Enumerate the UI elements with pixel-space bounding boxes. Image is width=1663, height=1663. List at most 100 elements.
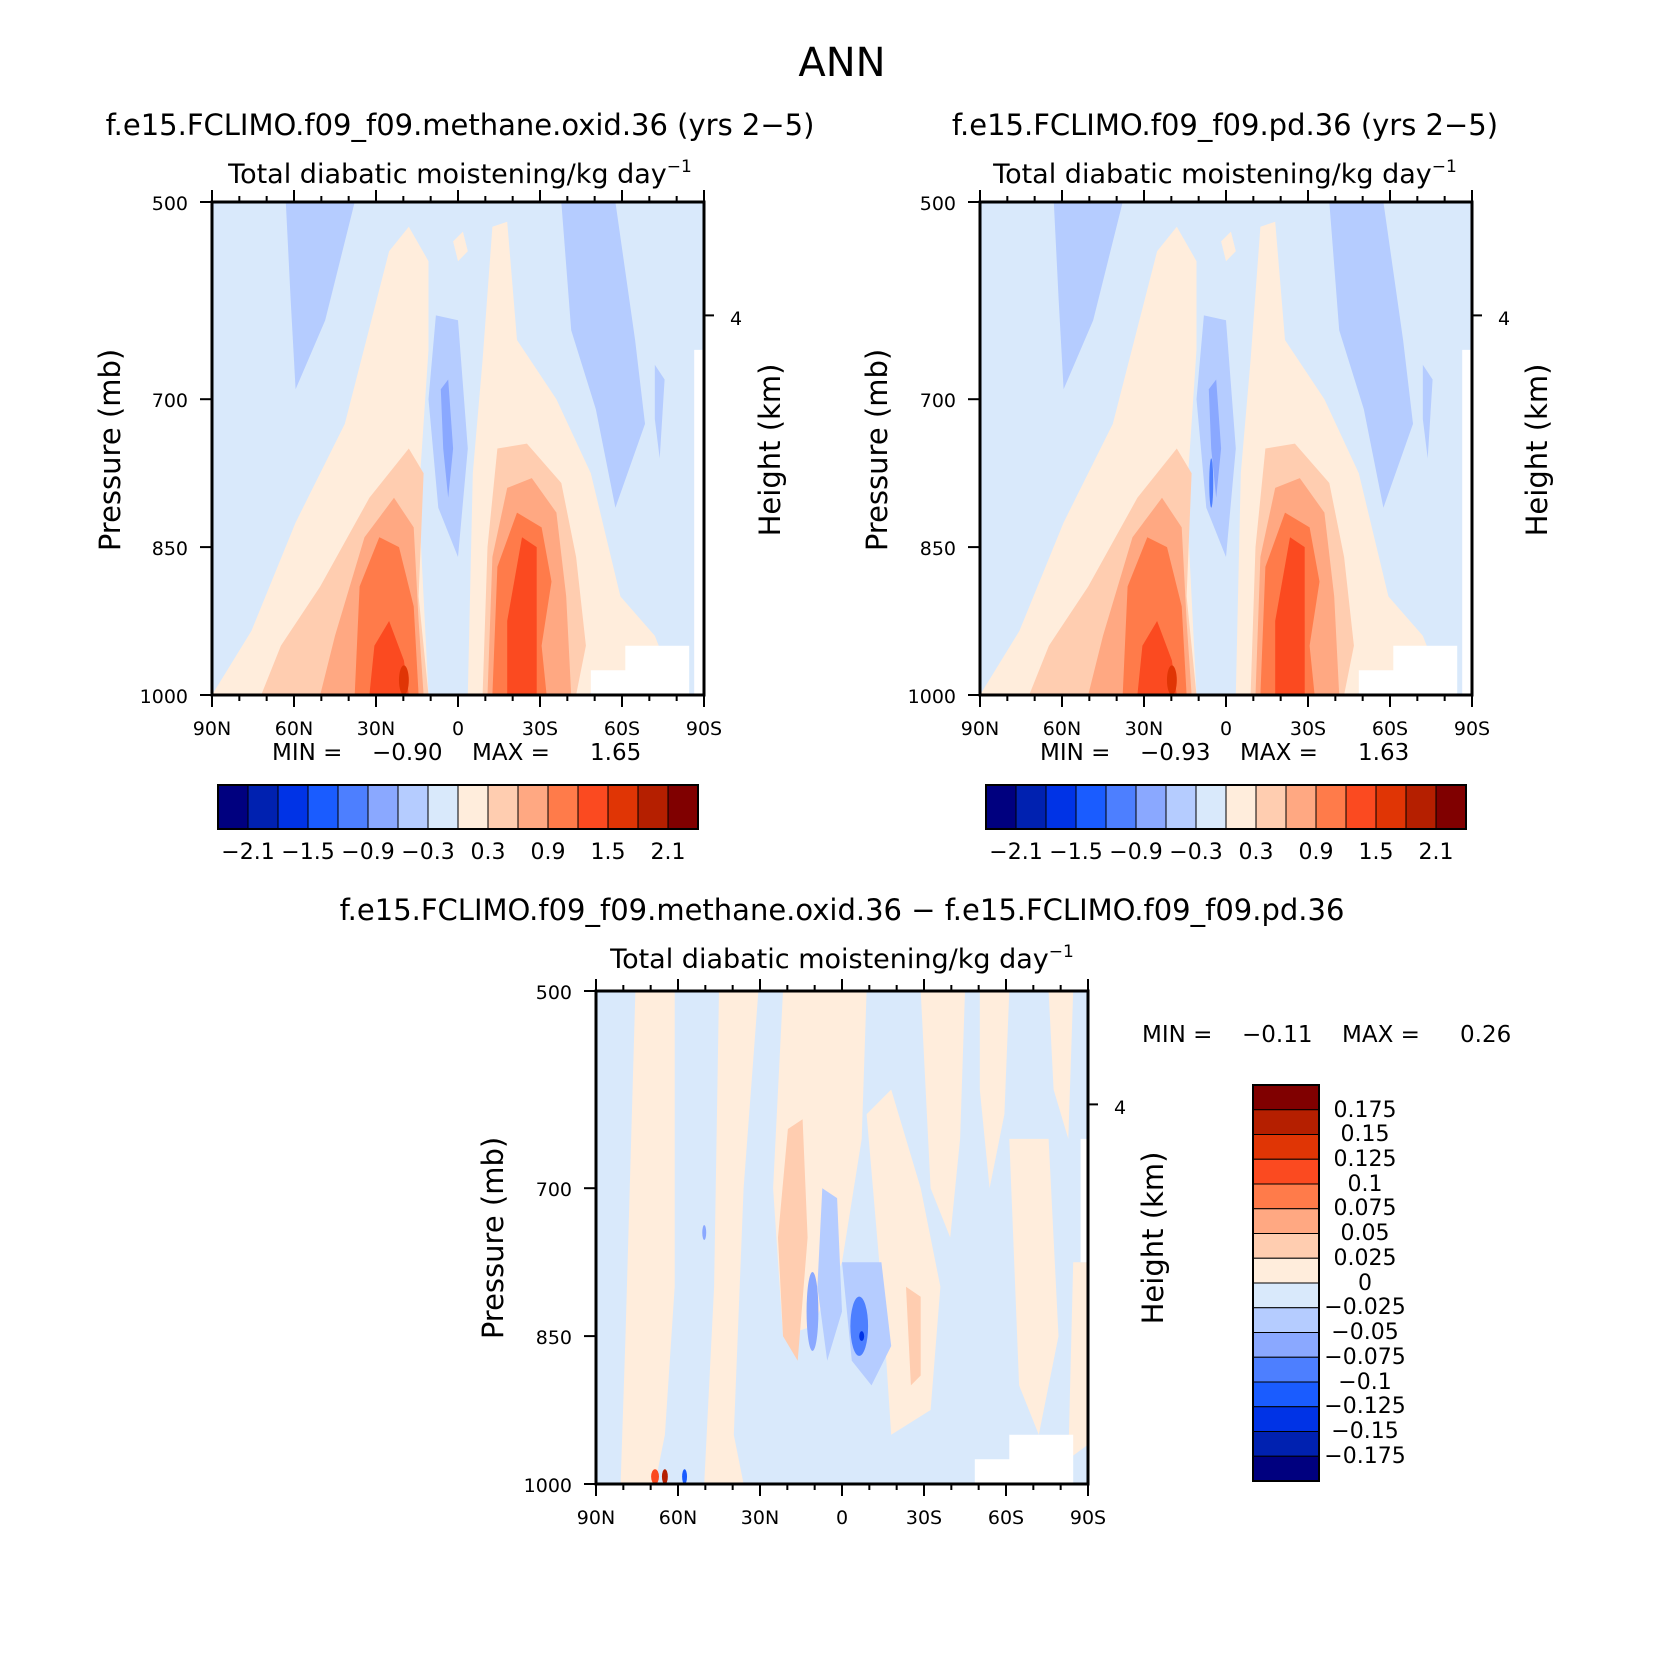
y-tick-label: 1000 (524, 1475, 572, 1497)
colorbar-tick-label: 0.05 (1341, 1221, 1390, 1246)
contour-band (453, 231, 468, 262)
colorbar-tick-label: 0.1 (1348, 1172, 1383, 1197)
colorbar-swatch (517, 784, 549, 830)
x-tick-label: 30N (357, 718, 395, 740)
y-tick-label: 850 (536, 1327, 572, 1349)
colorbar (1252, 1084, 1320, 1482)
contour-band (1208, 379, 1222, 498)
contour-band (1122, 537, 1187, 695)
contour-band (1009, 1138, 1059, 1435)
y-tick-label: 700 (152, 390, 188, 412)
colorbar-swatch (1435, 784, 1467, 830)
colorbar-tick-label: −0.175 (1324, 1444, 1405, 1469)
right-tick-label: 4 (730, 308, 742, 330)
colorbar-swatch (247, 784, 279, 830)
colorbar-tick-label: −0.3 (401, 840, 454, 865)
colorbar-swatch (1345, 784, 1377, 830)
contour-band (906, 1286, 921, 1386)
contour-band (661, 1469, 668, 1484)
x-tick-label: 0 (452, 718, 464, 740)
contour-band (974, 1434, 1074, 1484)
y-tick-label: 500 (536, 982, 572, 1004)
max-label: MAX = (1240, 740, 1318, 766)
contour-band (694, 349, 704, 695)
colorbar-tick-label: −0.9 (341, 840, 394, 865)
x-tick-label: 60N (1043, 718, 1081, 740)
contour-band (920, 991, 965, 1238)
y-axis-label: Pressure (mb) (860, 349, 894, 551)
contour-band (507, 537, 537, 695)
colorbar-frame (217, 784, 699, 830)
contour-band (850, 1296, 869, 1356)
colorbar-tick-label: −2.1 (221, 840, 274, 865)
x-tick-label: 60S (604, 718, 640, 740)
colorbar (217, 784, 699, 830)
colorbar-tick-label: 2.1 (651, 840, 686, 865)
max-value: 1.63 (1358, 740, 1409, 766)
contour-band (398, 665, 409, 696)
colorbar-swatch (307, 784, 339, 830)
plot-ticks (968, 190, 1482, 707)
colorbar-tick-label: 0.9 (1299, 840, 1334, 865)
plot-ticks (584, 979, 1098, 1496)
y-tick-label: 700 (920, 390, 956, 412)
variable-title: Total diabatic moistening/kg day−1 (992, 157, 1457, 190)
variable-exponent: −1 (1049, 942, 1074, 962)
panel-methane-oxid: f.e15.FCLIMO.f09_f09.methane.oxid.36 (yr… (93, 108, 814, 865)
colorbar-swatch (367, 784, 399, 830)
panel-title: f.e15.FCLIMO.f09_f09.methane.oxid.36 (yr… (106, 108, 815, 142)
contour-band (1068, 1262, 1088, 1460)
y-axis-label: Pressure (mb) (476, 1137, 510, 1339)
contour-band (1358, 645, 1458, 695)
panel-difference: f.e15.FCLIMO.f09_f09.methane.oxid.36 − f… (340, 893, 1512, 1529)
colorbar-swatch (1252, 1257, 1320, 1284)
colorbar-swatch (1252, 1455, 1320, 1482)
y-tick-label: 700 (536, 1179, 572, 1201)
contour-band (654, 364, 665, 459)
variable-title: Total diabatic moistening/kg day−1 (609, 942, 1074, 975)
contour-band (1329, 202, 1413, 508)
min-value: −0.90 (372, 740, 442, 766)
contour-band (369, 621, 409, 695)
contour-band (1462, 349, 1472, 695)
x-tick-label: 60N (275, 718, 313, 740)
colorbar-tick-label: 0.3 (1239, 840, 1274, 865)
contour-band (590, 645, 690, 695)
min-label: MIN = (1142, 1022, 1212, 1048)
right-axis-label: Height (km) (1520, 364, 1554, 537)
min-label: MIN = (272, 740, 342, 766)
min-label: MIN = (1040, 740, 1110, 766)
right-tick-label: 4 (1114, 1097, 1126, 1119)
colorbar-swatch (1252, 1134, 1320, 1160)
colorbar-tick-label: −1.5 (1049, 840, 1102, 865)
colorbar-tick-label: 1.5 (591, 840, 626, 865)
max-value: 0.26 (1460, 1022, 1511, 1048)
x-tick-label: 30S (522, 718, 558, 740)
x-tick-label: 90S (1454, 718, 1490, 740)
contour-band (285, 202, 355, 390)
colorbar-swatch (337, 784, 369, 830)
contour-band (1137, 621, 1177, 695)
x-tick-label: 90S (1070, 1507, 1106, 1529)
min-value: −0.93 (1140, 740, 1210, 766)
colorbar-tick-label: −0.05 (1331, 1320, 1398, 1345)
colorbar-swatch (1252, 1332, 1320, 1358)
colorbar-swatch (1252, 1307, 1320, 1333)
colorbar-swatch (1105, 784, 1137, 830)
colorbar-swatch (1252, 1381, 1320, 1408)
contour-band (1422, 364, 1433, 459)
contour-band (440, 379, 454, 498)
contour-band (866, 1089, 941, 1435)
colorbar-tick-label: −0.125 (1324, 1394, 1405, 1419)
x-tick-label: 90S (686, 718, 722, 740)
colorbar-tick-label: 1.5 (1359, 840, 1394, 865)
colorbar-swatch (277, 784, 309, 830)
colorbar-tick-label: 0.15 (1341, 1122, 1390, 1147)
colorbar-tick-label: 0 (1358, 1271, 1372, 1296)
colorbar-swatch (487, 784, 519, 830)
colorbar-swatch (1015, 784, 1047, 830)
x-tick-label: 0 (836, 1507, 848, 1529)
colorbar-swatch (1285, 784, 1317, 830)
max-label: MAX = (1342, 1022, 1420, 1048)
